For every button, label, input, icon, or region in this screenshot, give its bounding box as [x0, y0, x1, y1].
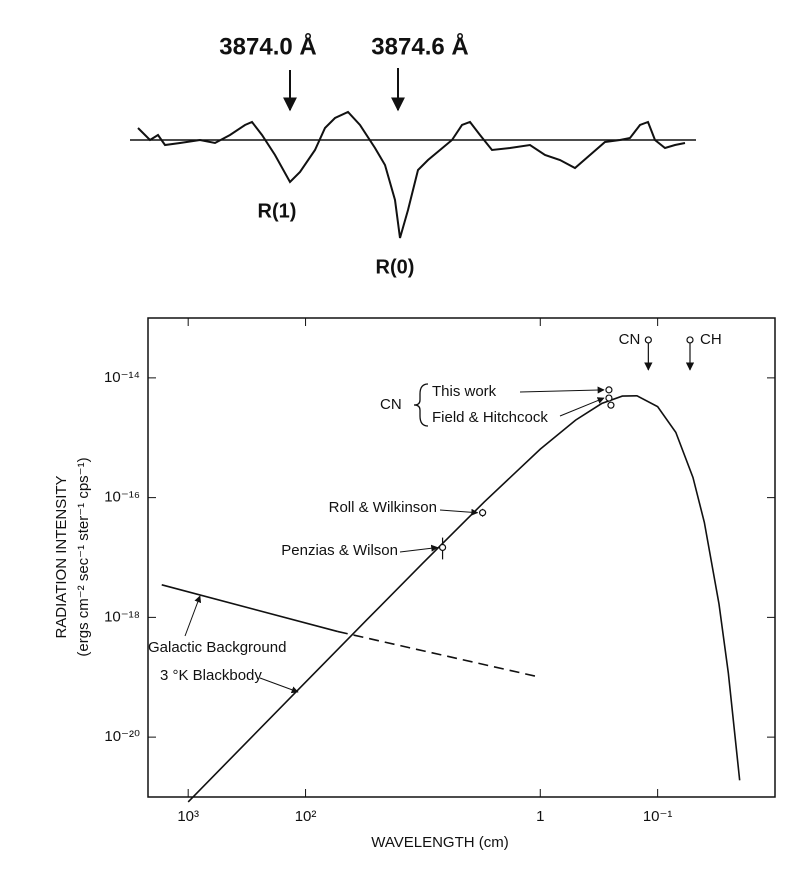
x-tick-label: 10³ — [177, 808, 199, 825]
series-line — [187, 394, 741, 803]
line-label: 3874.6 Å — [371, 32, 468, 60]
brace — [413, 383, 429, 427]
transition-label: R(0) — [376, 256, 415, 278]
group-label: CN — [380, 396, 402, 413]
annotation-arrow — [519, 386, 605, 394]
annotation-arrow — [184, 595, 202, 637]
annotation: Field & Hitchcock — [432, 409, 548, 426]
spectrum-panel: 3874.0 Å 3874.6 Å R(1) R(0) — [130, 32, 696, 278]
plot-frame — [147, 317, 776, 798]
spectrum-trace — [137, 110, 686, 239]
transition-label: R(1) — [258, 200, 297, 222]
x-tick-label: 10² — [295, 808, 317, 825]
annotation: Roll & Wilkinson — [329, 499, 437, 516]
annotation: Galactic Background — [148, 639, 286, 656]
annotation: This work — [432, 383, 497, 400]
series-line — [161, 584, 339, 633]
annotation: Penzias & Wilson — [281, 542, 398, 559]
y-tick-label: 10⁻¹⁴ — [104, 369, 140, 386]
annotation-arrow — [559, 397, 605, 417]
series-line — [337, 630, 541, 679]
x-tick-label: 1 — [536, 808, 544, 825]
y-axis-title: RADIATION INTENSITY — [53, 475, 70, 638]
measurement-point — [605, 386, 613, 394]
upper-limit-label: CN — [619, 331, 641, 348]
x-axis-title: WAVELENGTH (cm) — [371, 834, 509, 851]
upper-limit-label: CH — [700, 331, 722, 348]
measurement-point — [607, 401, 615, 409]
measurement-point — [438, 543, 447, 552]
line-label: 3874.0 Å — [219, 32, 316, 60]
annotation-arrow — [399, 544, 439, 553]
upper-limit-point — [644, 336, 652, 344]
annotation: 3 °K Blackbody — [160, 667, 262, 684]
x-tick-label: 10⁻¹ — [643, 808, 673, 825]
annotation-arrow — [259, 677, 299, 694]
y-tick-label: 10⁻¹⁶ — [104, 489, 140, 506]
y-axis-unit: (ergs cm⁻² sec⁻¹ ster⁻¹ cps⁻¹) — [75, 457, 92, 656]
y-tick-label: 10⁻¹⁸ — [104, 608, 140, 625]
upper-limit-point — [686, 336, 694, 344]
measurement-point — [479, 509, 487, 517]
measurement-point — [605, 394, 613, 402]
annotation-arrow — [439, 508, 479, 516]
y-tick-label: 10⁻²⁰ — [104, 728, 140, 745]
